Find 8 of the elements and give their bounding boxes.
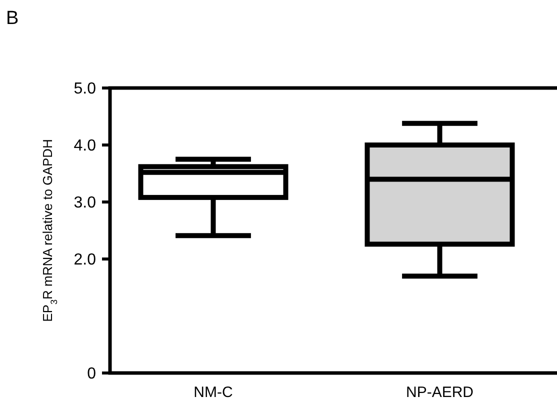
- y-tick-label: 3.0: [74, 194, 96, 212]
- y-tick-label: 0: [87, 366, 96, 383]
- chart-title: B: [6, 8, 19, 29]
- x-tick-label: NM-C: [194, 384, 233, 401]
- y-tick-label: 4.0: [74, 138, 96, 155]
- y-tick-label: 5.0: [74, 80, 96, 98]
- x-tick-label: NP-AERD: [406, 384, 474, 401]
- y-tick-label: 2.0: [74, 252, 96, 269]
